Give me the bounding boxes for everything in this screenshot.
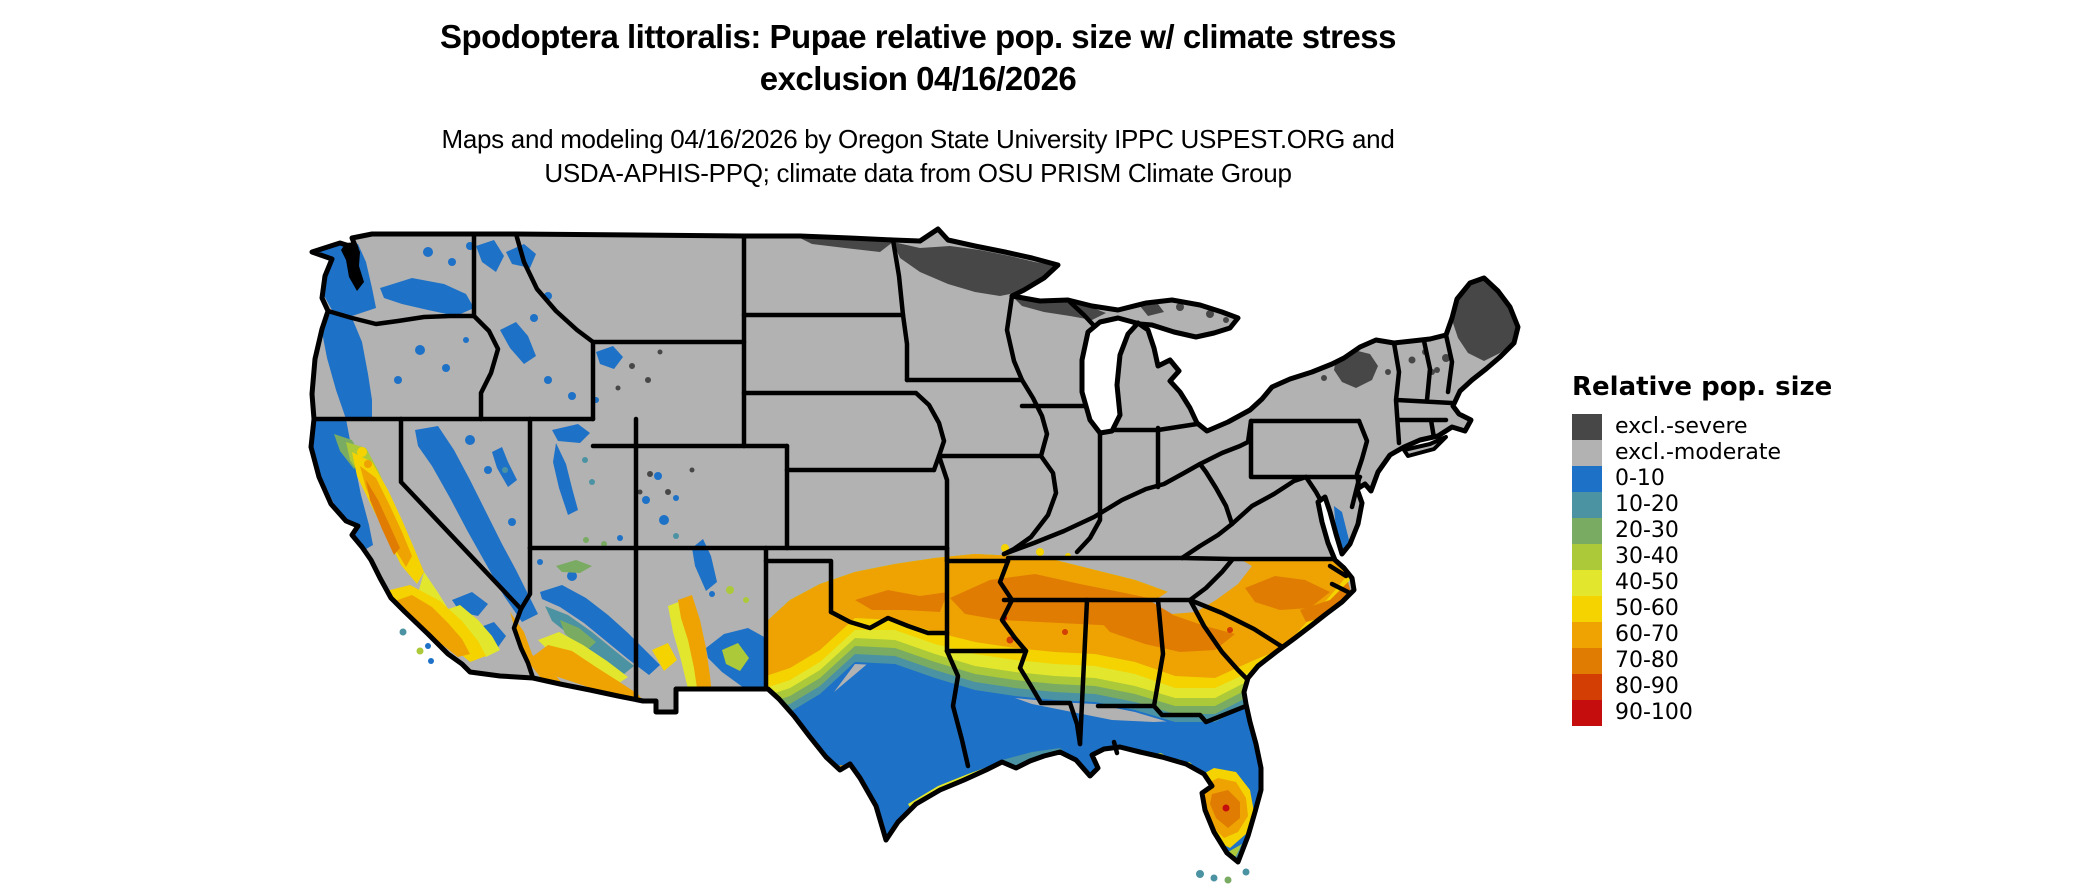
page-title-line2: exclusion 04/16/2026 [759, 60, 1077, 97]
legend-item: 20-30 [1572, 518, 1832, 544]
legend-item: 40-50 [1572, 570, 1832, 596]
page-subtitle: Maps and modeling 04/16/2026 by Oregon S… [0, 122, 1836, 190]
legend-label: excl.-severe [1615, 414, 1748, 439]
legend-label: 50-60 [1615, 596, 1679, 621]
legend-title: Relative pop. size [1572, 372, 1833, 402]
legend-item: 0-10 [1572, 466, 1832, 492]
legend-item: excl.-moderate [1572, 440, 1832, 466]
legend-item: 70-80 [1572, 648, 1832, 674]
legend-swatch [1572, 674, 1602, 700]
legend-item: 90-100 [1572, 700, 1832, 726]
legend-label: 20-30 [1615, 518, 1679, 543]
legend-label: 0-10 [1615, 466, 1665, 491]
legend-label: 80-90 [1615, 674, 1679, 699]
legend-label: 10-20 [1615, 492, 1679, 517]
legend-item: 10-20 [1572, 492, 1832, 518]
legend-label: excl.-moderate [1615, 440, 1781, 465]
legend-item: excl.-severe [1572, 414, 1832, 440]
map-country-outline [308, 226, 1521, 865]
legend-swatch [1572, 570, 1602, 596]
page-title: Spodoptera littoralis: Pupae relative po… [0, 16, 1836, 100]
legend-item: 60-70 [1572, 622, 1832, 648]
legend-swatch [1572, 492, 1602, 518]
legend-label: 30-40 [1615, 544, 1679, 569]
legend-item: 80-90 [1572, 674, 1832, 700]
map-accents [341, 242, 1448, 884]
legend-swatch [1572, 544, 1602, 570]
legend-label: 90-100 [1615, 700, 1693, 725]
legend-item: 50-60 [1572, 596, 1832, 622]
legend-swatch [1572, 622, 1602, 648]
legend-label: 40-50 [1615, 570, 1679, 595]
legend-swatch [1572, 596, 1602, 622]
legend-swatch [1572, 700, 1602, 726]
legend-item: 30-40 [1572, 544, 1832, 570]
page-subtitle-line1: Maps and modeling 04/16/2026 by Oregon S… [441, 124, 1395, 154]
legend-swatch [1572, 440, 1602, 466]
legend-label: 70-80 [1615, 648, 1679, 673]
map-state-borders [311, 231, 1455, 769]
legend-swatch [1572, 648, 1602, 674]
legend-swatch [1572, 414, 1602, 440]
legend-swatch [1572, 466, 1602, 492]
legend: Relative pop. size excl.-severe excl.-mod… [1572, 372, 1832, 726]
page-title-line1: Spodoptera littoralis: Pupae relative po… [440, 18, 1396, 55]
legend-items: excl.-severe excl.-moderate 0-10 10-20 20-30… [1572, 414, 1832, 726]
legend-swatch [1572, 518, 1602, 544]
page-subtitle-line2: USDA-APHIS-PPQ; climate data from OSU PR… [544, 158, 1292, 188]
legend-label: 60-70 [1615, 622, 1679, 647]
